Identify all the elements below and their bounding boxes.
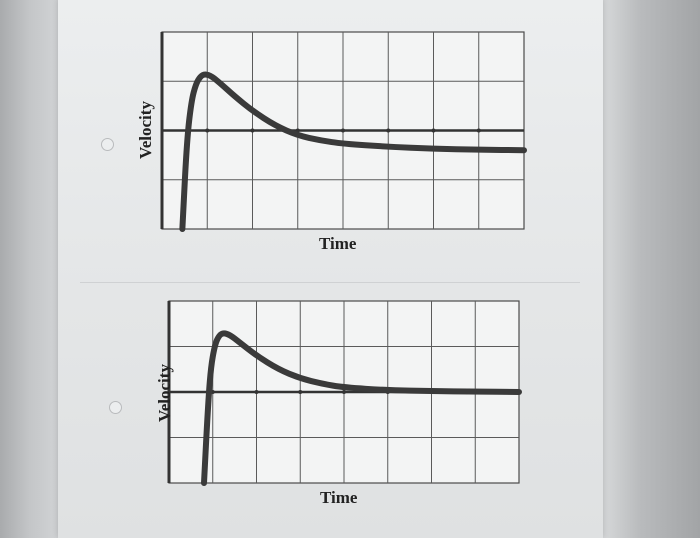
option-b-chart bbox=[167, 300, 522, 486]
option-a-chart bbox=[160, 31, 527, 232]
option-b-x-axis-label: Time bbox=[320, 488, 358, 507]
option-b-tick-2 bbox=[254, 390, 259, 394]
option-a-tick-4 bbox=[341, 128, 345, 133]
option-a-tick-7 bbox=[476, 128, 481, 133]
option-a-tick-6 bbox=[431, 128, 436, 133]
option-a-x-axis-label: Time bbox=[319, 234, 357, 253]
option-a-tick-5 bbox=[386, 128, 391, 133]
option-a-tick-1 bbox=[205, 128, 210, 133]
option-b-y-axis-label: Velocity bbox=[155, 364, 174, 422]
option-b-tick-4 bbox=[342, 390, 346, 394]
option-a-tick-2 bbox=[250, 128, 255, 133]
option-a-y-axis-label: Velocity bbox=[136, 101, 155, 159]
option-divider bbox=[80, 282, 580, 283]
option-a-radio[interactable] bbox=[101, 138, 114, 151]
option-b-tick-3 bbox=[298, 390, 303, 394]
option-a-series-line-0 bbox=[179, 71, 527, 232]
option-b-series-line-0 bbox=[201, 330, 522, 486]
option-b-radio[interactable] bbox=[109, 401, 122, 414]
